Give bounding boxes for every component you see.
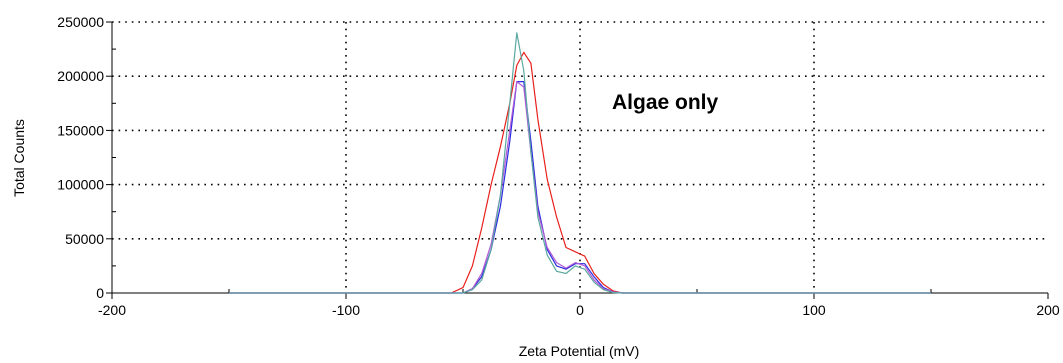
series-line-teal xyxy=(229,32,931,294)
y-tick-label: 150000 xyxy=(57,122,104,138)
ticks: 0 50000 100000 150000 200000 250000 -200 -100 0 1… xyxy=(57,14,1060,318)
y-axis-title: Total Counts xyxy=(11,119,27,197)
y-tick-label: 200000 xyxy=(57,68,104,84)
x-tick-label: 0 xyxy=(576,302,584,318)
x-tick-label: 100 xyxy=(802,302,826,318)
x-tick-label: 200 xyxy=(1036,302,1060,318)
x-axis-title: Zeta Potential (mV) xyxy=(519,343,640,359)
series xyxy=(229,32,931,294)
grid xyxy=(112,21,1048,293)
x-tick-label: -200 xyxy=(98,302,126,318)
y-tick-label: 0 xyxy=(96,285,104,301)
y-tick-label: 250000 xyxy=(57,14,104,30)
annotation-label: Algae only xyxy=(612,91,719,114)
y-tick-label: 50000 xyxy=(65,231,104,247)
x-tick-label: -100 xyxy=(332,302,360,318)
series-line-red xyxy=(229,51,931,294)
y-tick-label: 100000 xyxy=(57,177,104,193)
series-line-blue xyxy=(229,80,931,294)
